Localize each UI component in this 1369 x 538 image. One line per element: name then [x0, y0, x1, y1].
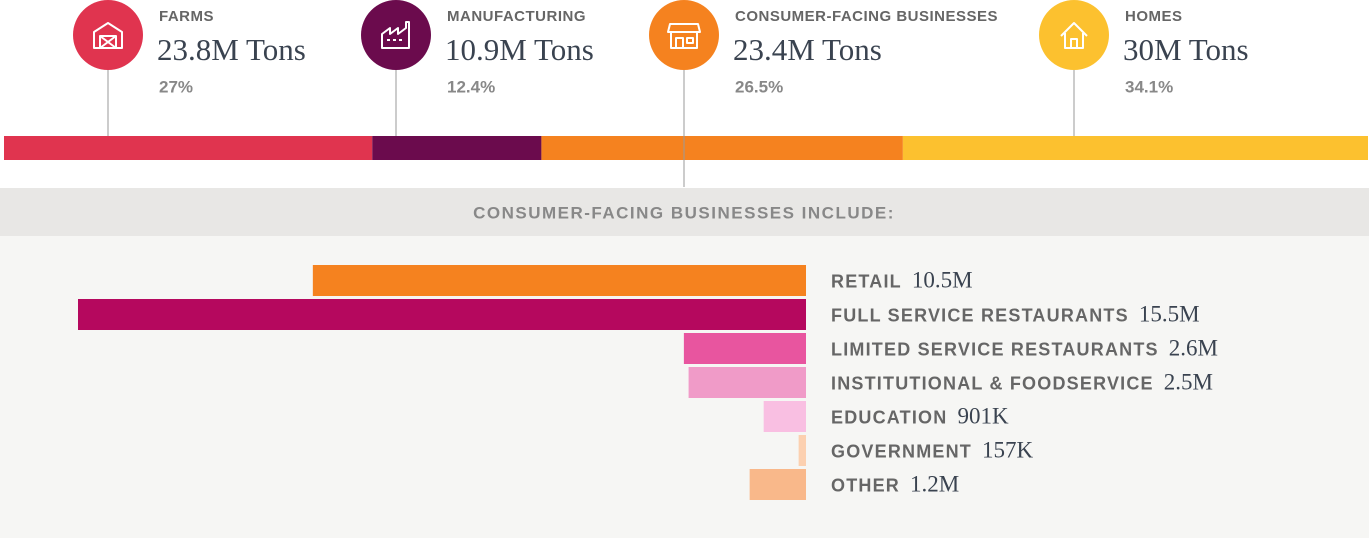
value-label: 157K: [982, 438, 1034, 463]
share-segment: [372, 136, 542, 160]
subtitle-band: [0, 188, 1369, 236]
share-segment: [902, 136, 1368, 160]
value-label: 2.6M: [1169, 336, 1218, 361]
category-label: MANUFACTURING: [447, 8, 586, 25]
bar-label: OTHER 1.2M: [831, 472, 959, 497]
bar: [798, 435, 806, 466]
category-label: CONSUMER-FACING BUSINESSES: [735, 8, 998, 25]
value-label: 901K: [957, 404, 1009, 429]
share-segment: [4, 136, 373, 160]
category-label: OTHER: [831, 475, 900, 495]
value-label: 2.5M: [1164, 370, 1213, 395]
bar-label: GOVERNMENT 157K: [831, 438, 1034, 463]
bar: [749, 469, 806, 500]
percent-label: 12.4%: [447, 77, 495, 96]
bar-label: INSTITUTIONAL & FOODSERVICE 2.5M: [831, 370, 1213, 395]
bar-label: FULL SERVICE RESTAURANTS 15.5M: [831, 302, 1200, 327]
share-segment: [541, 136, 903, 160]
value-label: 10.5M: [912, 268, 973, 293]
breakdown-title: CONSUMER-FACING BUSINESSES INCLUDE:: [473, 203, 895, 222]
category-label: LIMITED SERVICE RESTAURANTS: [831, 339, 1159, 359]
bar-label: RETAIL 10.5M: [831, 268, 973, 293]
icon-circle: [1039, 0, 1109, 70]
value-label: 1.2M: [910, 472, 959, 497]
category-label: INSTITUTIONAL & FOODSERVICE: [831, 373, 1154, 393]
category-label: GOVERNMENT: [831, 441, 972, 461]
bar-label: LIMITED SERVICE RESTAURANTS 2.6M: [831, 336, 1218, 361]
icon: [667, 23, 701, 49]
value-label: 15.5M: [1139, 302, 1200, 327]
bar-label: EDUCATION 901K: [831, 404, 1009, 429]
percent-label: 26.5%: [735, 77, 783, 96]
bar: [312, 265, 806, 296]
bar: [683, 333, 806, 364]
category-label: FULL SERVICE RESTAURANTS: [831, 305, 1129, 325]
icon: [93, 22, 123, 49]
icon-circle: [649, 0, 719, 70]
bar: [763, 401, 806, 432]
amount-label: 23.4M Tons: [733, 32, 882, 67]
icon: [381, 21, 410, 49]
category-label: EDUCATION: [831, 407, 947, 427]
bar: [688, 367, 806, 398]
amount-label: 30M Tons: [1123, 32, 1249, 67]
icon: [1060, 22, 1088, 49]
category-label: FARMS: [159, 8, 214, 25]
icon-circle: [361, 0, 431, 70]
amount-label: 10.9M Tons: [445, 32, 594, 67]
amount-label: 23.8M Tons: [157, 32, 306, 67]
bar: [78, 299, 806, 330]
percent-label: 34.1%: [1125, 77, 1173, 96]
category-label: RETAIL: [831, 271, 902, 291]
category-label: HOMES: [1125, 8, 1183, 25]
percent-label: 27%: [159, 77, 193, 96]
